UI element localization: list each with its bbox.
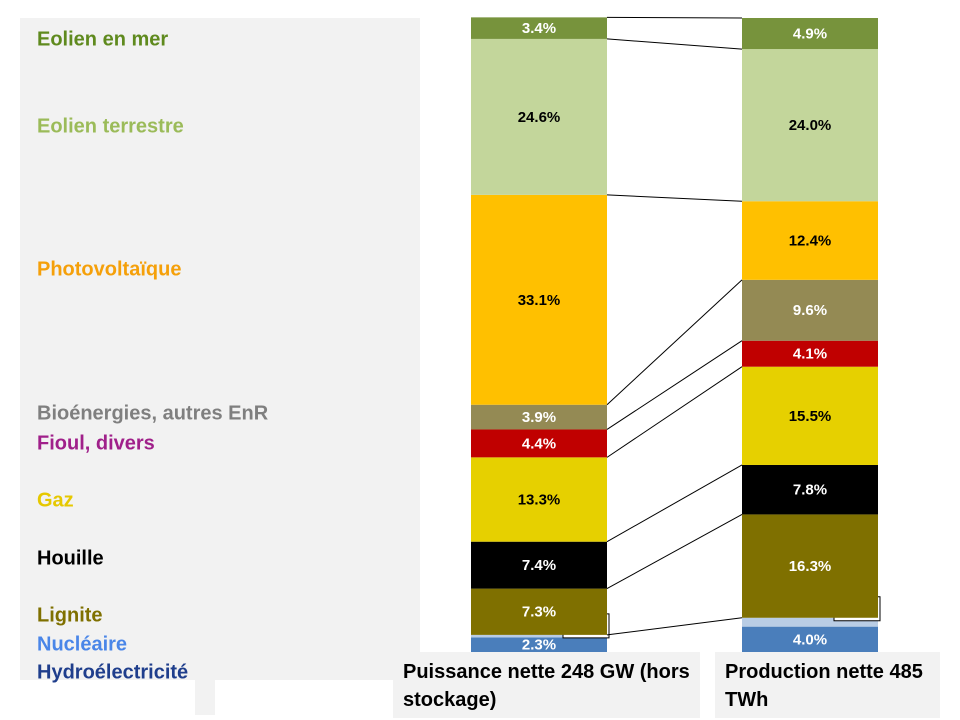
- bar-segment: [471, 404, 607, 430]
- bar-segment: [471, 429, 607, 458]
- value-label: 13.3%: [518, 491, 561, 508]
- bar-segment: [471, 541, 607, 589]
- connector: [606, 366, 743, 458]
- value-label: 2.3%: [522, 637, 556, 654]
- bar-segment: [742, 340, 878, 367]
- legend-label: Bioénergies, autres EnR: [37, 402, 269, 424]
- value-label: 4.4%: [522, 435, 556, 452]
- value-label: 3.4%: [522, 20, 556, 37]
- bar-segment: [471, 38, 607, 195]
- value-label: 7.3%: [522, 604, 556, 621]
- legend-label: Eolien terrestre: [37, 115, 184, 137]
- bar-segment: [742, 366, 878, 465]
- value-label: 7.8%: [793, 482, 827, 499]
- value-label: 33.1%: [518, 292, 561, 309]
- legend-label: Hydroélectricité: [37, 661, 188, 683]
- bar-segment: [742, 514, 878, 618]
- bar-segment: [742, 464, 878, 515]
- legend-label: Gaz: [37, 489, 74, 511]
- value-label: 24.0%: [789, 117, 832, 134]
- value-label: 4.9%: [793, 26, 827, 43]
- bar-segment: [742, 18, 878, 50]
- category-label: Production nette 485 TWh: [715, 652, 940, 718]
- bar-segment: [742, 49, 878, 202]
- bar-segment: [742, 279, 878, 341]
- value-label: 15.5%: [789, 408, 832, 425]
- legend-panel: [20, 18, 420, 680]
- legend-label: Photovoltaïque: [37, 258, 181, 280]
- legend-label: Nucléaire: [37, 633, 127, 655]
- value-label: 3.9%: [522, 409, 556, 426]
- value-label: 9.6%: [793, 302, 827, 319]
- legend-label: Houille: [37, 547, 104, 569]
- connector: [606, 38, 743, 50]
- bar-segment: [742, 626, 878, 652]
- bar-segment: [471, 457, 607, 542]
- legend-label: Fioul, divers: [37, 432, 155, 454]
- legend-label: Eolien en mer: [37, 28, 168, 50]
- legend-panel-tab: [195, 660, 215, 715]
- bar-segment: [471, 588, 607, 635]
- connector: [606, 340, 743, 430]
- bar-segment: [742, 201, 878, 280]
- bar-segment: [742, 617, 878, 627]
- value-label: 4.1%: [793, 346, 827, 363]
- connector: [606, 194, 743, 202]
- value-label: 4.0%: [793, 631, 827, 648]
- connector: [606, 513, 743, 590]
- bar-segment: [471, 194, 607, 405]
- bar-segment: [471, 634, 607, 638]
- value-label: 7.4%: [522, 557, 556, 574]
- connector: [606, 464, 743, 543]
- category-label: Puissance nette 248 GW (hors stockage): [393, 652, 700, 718]
- value-label: 12.4%: [789, 233, 832, 250]
- bar-segment: [471, 17, 607, 39]
- bar-segment: [471, 637, 607, 652]
- connector: [606, 617, 743, 636]
- value-label: 24.6%: [518, 109, 561, 126]
- legend-label: Lignite: [37, 604, 103, 626]
- connector: [606, 16, 743, 19]
- value-label: 16.3%: [789, 558, 832, 575]
- connector: [606, 279, 743, 406]
